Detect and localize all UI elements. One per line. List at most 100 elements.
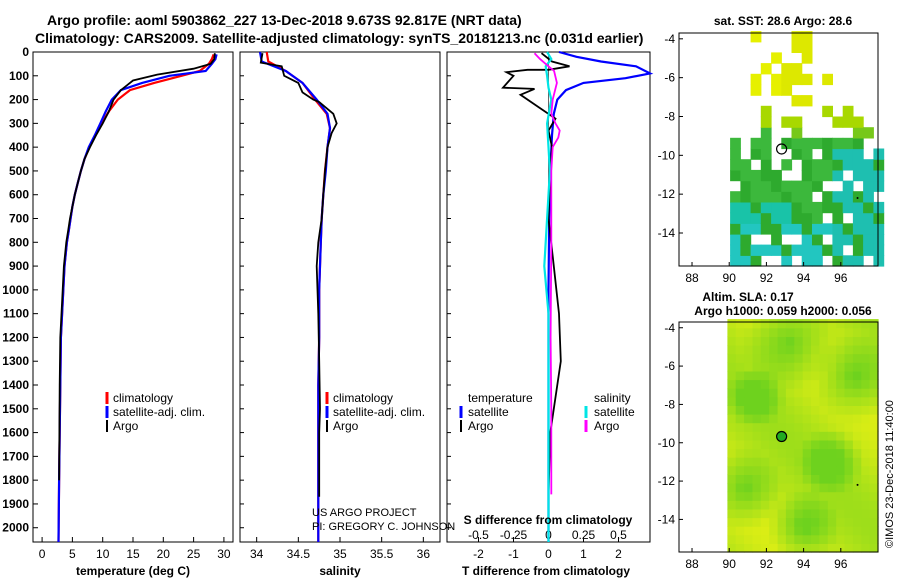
sst-cell — [760, 137, 772, 150]
sla-cell — [819, 353, 829, 363]
sla-cell — [777, 422, 787, 432]
sla-cell — [794, 422, 804, 432]
sst-cell — [791, 31, 803, 43]
sla-cell — [735, 534, 745, 544]
sla-cell — [785, 517, 795, 527]
sla-cell — [861, 379, 871, 389]
sla-cell — [802, 508, 812, 519]
sla-cell — [794, 465, 804, 475]
sla-cell — [861, 370, 871, 381]
sst-cell — [863, 201, 874, 214]
sla-cell — [844, 474, 854, 484]
sla-cell — [802, 483, 812, 493]
sla-cell — [861, 500, 871, 510]
sla-cell — [836, 327, 846, 337]
sst-cell — [750, 201, 762, 214]
sla-argo-position-marker — [776, 430, 788, 443]
sla-cell — [794, 517, 804, 527]
sst-cell — [832, 234, 844, 246]
sst-cell — [740, 180, 752, 192]
sla-cell — [735, 405, 745, 415]
sla-cell — [869, 319, 879, 329]
sla-cell — [769, 336, 779, 346]
legend-title-salinity: salinity — [594, 391, 631, 405]
sla-cell — [785, 345, 795, 355]
sla-cell — [794, 526, 804, 536]
sla-cell — [735, 414, 745, 424]
sla-map-title: Altim. SLA: 0.17 — [702, 290, 794, 304]
sla-cell — [819, 500, 829, 510]
sla-cell — [785, 491, 795, 501]
sla-cell — [852, 353, 862, 363]
sla-cell — [852, 491, 862, 501]
sla-cell — [819, 336, 829, 346]
sla-cell — [769, 448, 779, 458]
sst-cell — [852, 255, 864, 267]
sst-cell — [873, 169, 885, 182]
sla-cell — [827, 474, 837, 484]
sla-cell — [802, 414, 812, 424]
sla-cell — [811, 439, 820, 450]
sst-cell — [832, 191, 844, 203]
sla-cell — [861, 362, 871, 372]
sla-cell — [827, 457, 837, 467]
sla-cell — [869, 414, 879, 424]
sst-cell — [842, 137, 854, 150]
temperature-legend: climatology satellite-adj. clim. Argo — [105, 391, 205, 433]
sla-cell — [819, 439, 829, 450]
sla-cell — [869, 543, 879, 553]
sla-cell — [836, 422, 846, 432]
sla-cell — [811, 534, 820, 544]
difference-panel: -2 -1 0 1 2 -0.5 -0.25 0 0.25 0.5 T difference f… — [446, 50, 654, 578]
sst-cell — [801, 73, 813, 86]
series-line-salinity-satellite — [543, 51, 553, 542]
sla-cell — [777, 526, 787, 536]
sla-cell — [869, 517, 879, 527]
sla-cell — [861, 345, 871, 355]
header-line-2: Climatology: CARS2009. Satellite-adjuste… — [35, 30, 643, 46]
map-lat-label: -14 — [658, 512, 676, 526]
sla-cell — [861, 543, 871, 553]
sla-cell — [836, 362, 846, 372]
sla-cell — [760, 517, 770, 527]
sla-cell — [827, 483, 837, 493]
legend-label-t-argo: Argo — [468, 419, 494, 433]
pressure-tick-label: 800 — [9, 235, 29, 249]
sla-cell — [802, 362, 812, 372]
sla-cell — [836, 319, 846, 329]
sla-cell — [769, 388, 779, 398]
sla-cell — [777, 353, 787, 363]
sla-cell — [769, 396, 779, 406]
sla-cell — [727, 414, 737, 424]
sst-cell — [842, 105, 854, 118]
sla-cell — [836, 396, 846, 406]
pressure-tick-label: 1800 — [2, 473, 29, 487]
sla-cell — [819, 379, 829, 389]
sla-cell — [802, 543, 812, 553]
sla-cell — [861, 327, 871, 337]
sla-cell — [819, 422, 829, 432]
sla-cell — [744, 353, 754, 363]
sla-cell — [802, 491, 812, 501]
sla-cell — [869, 508, 879, 519]
sst-cell — [781, 201, 793, 214]
sla-cell — [760, 379, 770, 389]
sla-cell — [760, 491, 770, 501]
sla-cell — [727, 405, 737, 415]
pressure-tick-label: 1900 — [2, 497, 29, 511]
sst-cell — [750, 148, 762, 160]
sla-cell — [785, 526, 795, 536]
x-tick-label: -2 — [473, 547, 484, 561]
sst-cell — [740, 255, 752, 267]
sla-cell — [852, 370, 862, 381]
sla-cell — [836, 345, 846, 355]
sst-cell — [852, 169, 864, 182]
sla-cell — [727, 319, 737, 329]
sla-cell — [836, 474, 846, 484]
sla-cell — [827, 405, 837, 415]
sla-cell — [785, 396, 795, 406]
sla-cell — [735, 474, 745, 484]
sst-cell — [842, 159, 854, 171]
x-tick-label: 0 — [39, 547, 46, 561]
sla-cell — [777, 543, 787, 553]
